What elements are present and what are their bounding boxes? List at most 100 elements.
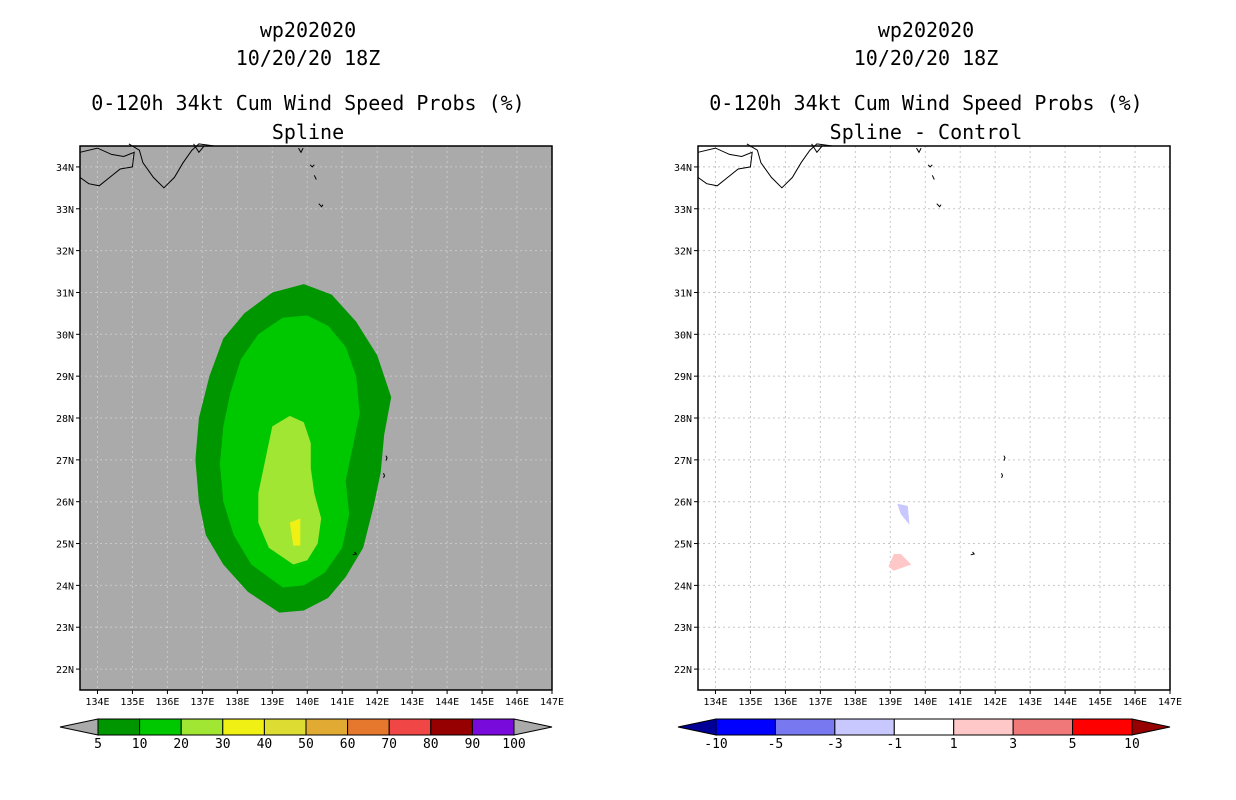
colorbar-end-right	[513, 718, 553, 736]
right-contours	[888, 503, 912, 571]
x-tick-label: 137E	[190, 697, 214, 708]
x-tick-label: 134E	[703, 697, 727, 708]
colorbar-label: 70	[381, 737, 397, 752]
x-tick-label: 136E	[155, 697, 179, 708]
y-tick-label: 22N	[56, 665, 74, 676]
left-x-ticks: 134E 135E 136E 137E 138E 139E 140E 141E 142E 143E…	[85, 690, 564, 708]
x-tick-label: 146E	[1123, 697, 1147, 708]
x-tick-label: 145E	[470, 697, 494, 708]
x-tick-label: 145E	[1088, 697, 1112, 708]
coastline-shape	[931, 175, 935, 180]
y-tick-label: 31N	[674, 288, 692, 299]
coastline-shape	[352, 551, 358, 556]
coastline-shape	[970, 551, 976, 556]
y-tick-label: 32N	[674, 247, 692, 258]
colorbar-end-left	[59, 718, 99, 736]
x-tick-label: 141E	[948, 697, 972, 708]
y-tick-label: 27N	[674, 456, 692, 467]
coastline-shape	[936, 203, 942, 208]
colorbar-label: 5	[1069, 737, 1077, 752]
colorbar-label: 30	[215, 737, 231, 752]
colorbar-label: -1	[886, 737, 902, 752]
left-datetime: 10/20/20 18Z	[236, 46, 381, 70]
colorbar-label: 50	[298, 737, 314, 752]
coastline-shape	[309, 164, 315, 168]
colorbar-label: 100	[502, 737, 525, 752]
colorbar-swatch	[347, 718, 390, 736]
y-tick-label: 28N	[56, 414, 74, 425]
y-tick-label: 34N	[674, 163, 692, 174]
colorbar-label: 3	[1009, 737, 1017, 752]
coastline-shape	[1003, 455, 1006, 461]
colorbar-swatch	[180, 718, 224, 736]
y-tick-label: 28N	[674, 414, 692, 425]
y-tick-label: 23N	[674, 623, 692, 634]
left-storm-id: wp202020	[260, 18, 356, 42]
x-tick-label: 147E	[1158, 697, 1182, 708]
colorbar-swatch	[1072, 718, 1133, 736]
colorbar-label: -5	[768, 737, 784, 752]
y-tick-label: 31N	[56, 288, 74, 299]
colorbar-label: 90	[465, 737, 481, 752]
colorbar-label: 20	[173, 737, 189, 752]
x-tick-label: 141E	[330, 697, 354, 708]
colorbar-swatch	[263, 718, 307, 736]
y-tick-label: 30N	[674, 330, 692, 341]
colorbar-swatch	[430, 718, 473, 736]
x-tick-label: 146E	[505, 697, 529, 708]
x-tick-label: 142E	[983, 697, 1007, 708]
colorbar-label: -10	[704, 737, 727, 752]
coastline-shape	[318, 203, 324, 208]
y-tick-label: 24N	[674, 581, 692, 592]
colorbar-swatch	[953, 718, 1014, 736]
x-tick-label: 142E	[365, 697, 389, 708]
colorbar-swatch	[471, 718, 515, 736]
colorbar-end-left	[677, 718, 717, 736]
left-subtitle: Spline	[272, 120, 344, 144]
coastline-shape	[1001, 473, 1004, 479]
contour-band	[289, 518, 301, 546]
colorbar-label: 60	[340, 737, 356, 752]
colorbar-swatch	[893, 718, 955, 736]
y-tick-label: 29N	[674, 372, 692, 383]
right-colorbar: -10 -5 -3 -1 1 3 5 10	[677, 718, 1171, 752]
x-tick-label: 135E	[738, 697, 762, 708]
x-tick-label: 136E	[773, 697, 797, 708]
x-tick-label: 135E	[120, 697, 144, 708]
x-tick-label: 143E	[400, 697, 424, 708]
colorbar-label: 5	[94, 737, 102, 752]
colorbar-label: 10	[132, 737, 148, 752]
y-tick-label: 29N	[56, 372, 74, 383]
right-subtitle: Spline - Control	[830, 120, 1023, 144]
x-tick-label: 147E	[540, 697, 564, 708]
left-panel: wp202020 10/20/20 18Z 0-120h 34kt Cum Wi…	[56, 18, 564, 752]
colorbar-swatch	[305, 718, 349, 736]
x-tick-label: 144E	[1053, 697, 1077, 708]
coastline-shape	[383, 473, 386, 479]
right-x-ticks: 134E 135E 136E 137E 138E 139E 140E 141E 142E 143E…	[703, 690, 1182, 708]
colorbar-label: 1	[950, 737, 958, 752]
y-tick-label: 30N	[56, 330, 74, 341]
right-grid	[698, 146, 1171, 690]
coastline-shape	[697, 147, 753, 187]
x-tick-label: 138E	[225, 697, 249, 708]
colorbar-swatch	[97, 718, 141, 736]
coastline-shape	[79, 147, 135, 187]
y-tick-label: 32N	[56, 247, 74, 258]
colorbar-label: -3	[827, 737, 843, 752]
y-tick-label: 33N	[56, 205, 74, 216]
x-tick-label: 140E	[295, 697, 319, 708]
x-tick-label: 144E	[435, 697, 459, 708]
colorbar-label: 80	[423, 737, 439, 752]
left-y-ticks: 22N 23N 24N 25N 26N 27N 28N 29N 30N 31N 32N 33N 34N	[56, 163, 80, 676]
right-title: 0-120h 34kt Cum Wind Speed Probs (%)	[709, 91, 1142, 115]
right-datetime: 10/20/20 18Z	[854, 46, 999, 70]
colorbar-swatch	[139, 718, 182, 736]
x-tick-label: 138E	[843, 697, 867, 708]
left-title: 0-120h 34kt Cum Wind Speed Probs (%)	[91, 91, 524, 115]
y-tick-label: 27N	[56, 456, 74, 467]
right-y-ticks: 22N 23N 24N 25N 26N 27N 28N 29N 30N 31N 32N 33N 34N	[674, 163, 698, 676]
x-tick-label: 143E	[1018, 697, 1042, 708]
y-tick-label: 23N	[56, 623, 74, 634]
left-coastline	[79, 143, 388, 556]
